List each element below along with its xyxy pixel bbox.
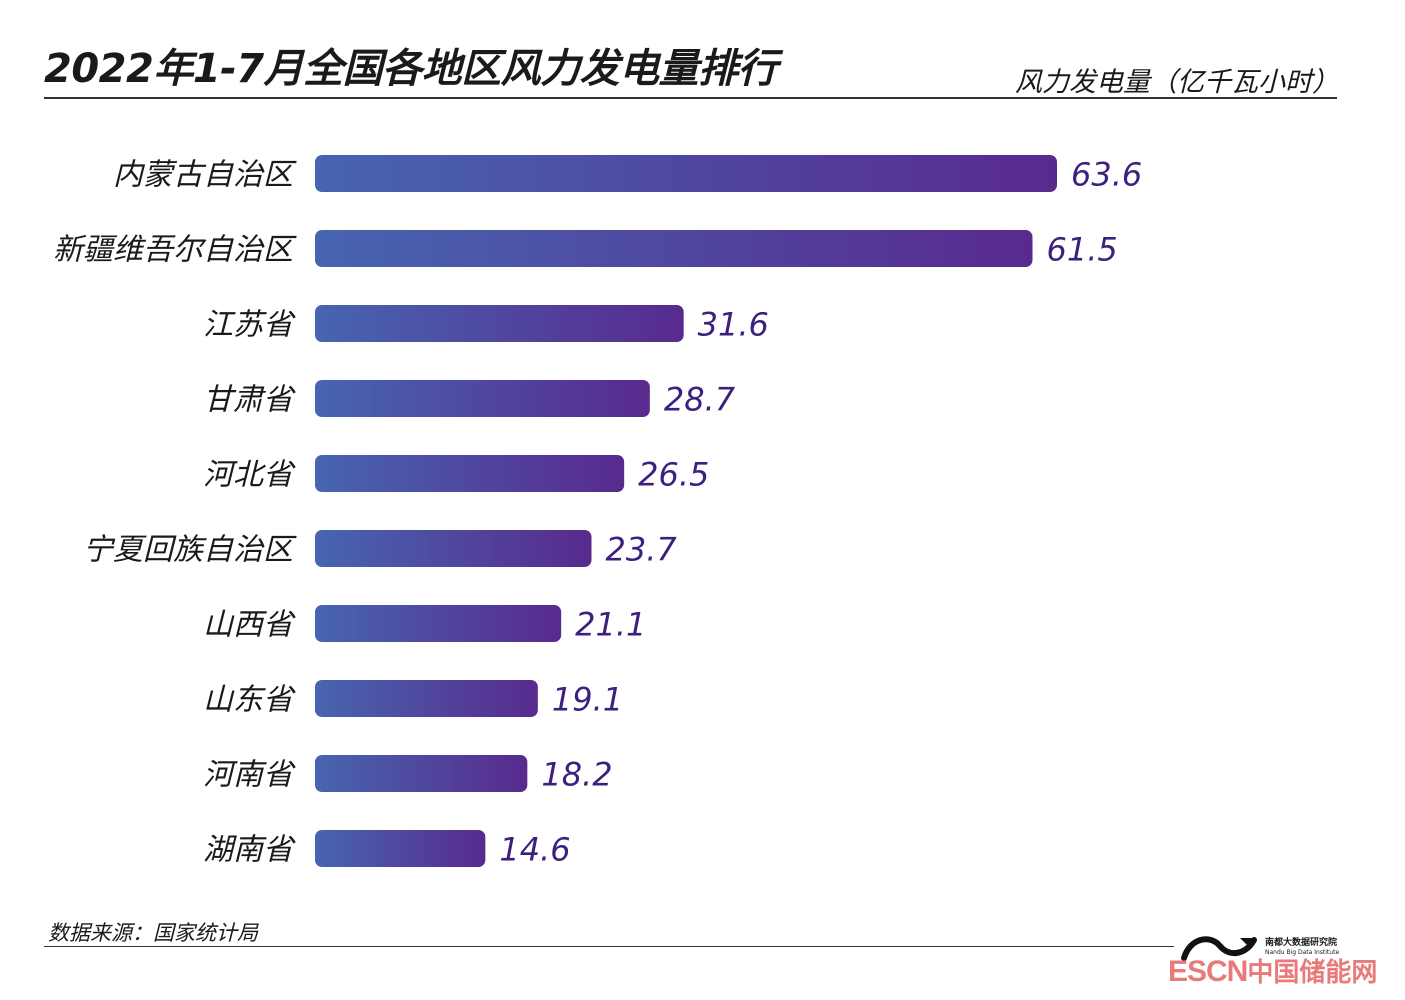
chart-title: 2022年1-7月全国各地区风力发电量排行 [44,46,778,92]
value-label: 23.7 [606,531,678,569]
bar [315,455,625,492]
institute-name: 南都大数据研究院 [1265,938,1338,948]
bar [315,530,592,567]
value-label: 18.2 [541,756,612,794]
bar [315,830,486,867]
value-label: 61.5 [1047,231,1118,269]
bar [315,605,562,642]
category-label: 甘肃省 [203,383,296,418]
watermark-latin: ESCN [1168,955,1248,988]
bar [315,155,1057,192]
value-label: 21.1 [575,606,646,644]
category-label: 湖南省 [203,833,296,868]
value-label: 31.6 [698,306,769,344]
institute-logo-icon [1181,936,1257,961]
header-divider [44,97,1337,99]
bar [315,305,684,342]
source-note: 数据来源：国家统计局 [48,921,258,945]
category-label: 河南省 [203,758,296,793]
watermark: ESCN中国储能网 [1168,952,1377,989]
value-label: 63.6 [1071,156,1142,194]
category-label: 江苏省 [203,308,296,343]
institute-subtitle: Nandu Big Data Institute [1265,949,1340,956]
bar [315,755,528,792]
bar [315,380,650,417]
institute-logo-text: 南都大数据研究院 Nandu Big Data Institute [1265,938,1339,958]
unit-label: 风力发电量（亿千瓦小时） [1015,67,1339,98]
category-label: 山西省 [203,608,296,643]
value-label: 26.5 [638,456,709,494]
category-label: 新疆维吾尔自治区 [53,233,297,268]
category-label: 内蒙古自治区 [113,158,297,193]
bar [315,230,1033,267]
footer-divider [44,946,1174,947]
value-label: 14.6 [499,831,570,869]
watermark-cn: 中国储能网 [1247,958,1378,988]
value-label: 28.7 [664,381,736,419]
value-label: 19.1 [552,681,623,719]
bars-group: 内蒙古自治区 63.6 新疆维吾尔自治区 61.5 江苏省 31.6 甘肃省 28.7 河北省 2… [53,155,1142,869]
bar [315,680,538,717]
category-label: 河北省 [203,458,296,493]
category-label: 山东省 [203,683,296,718]
category-label: 宁夏回族自治区 [83,533,297,568]
